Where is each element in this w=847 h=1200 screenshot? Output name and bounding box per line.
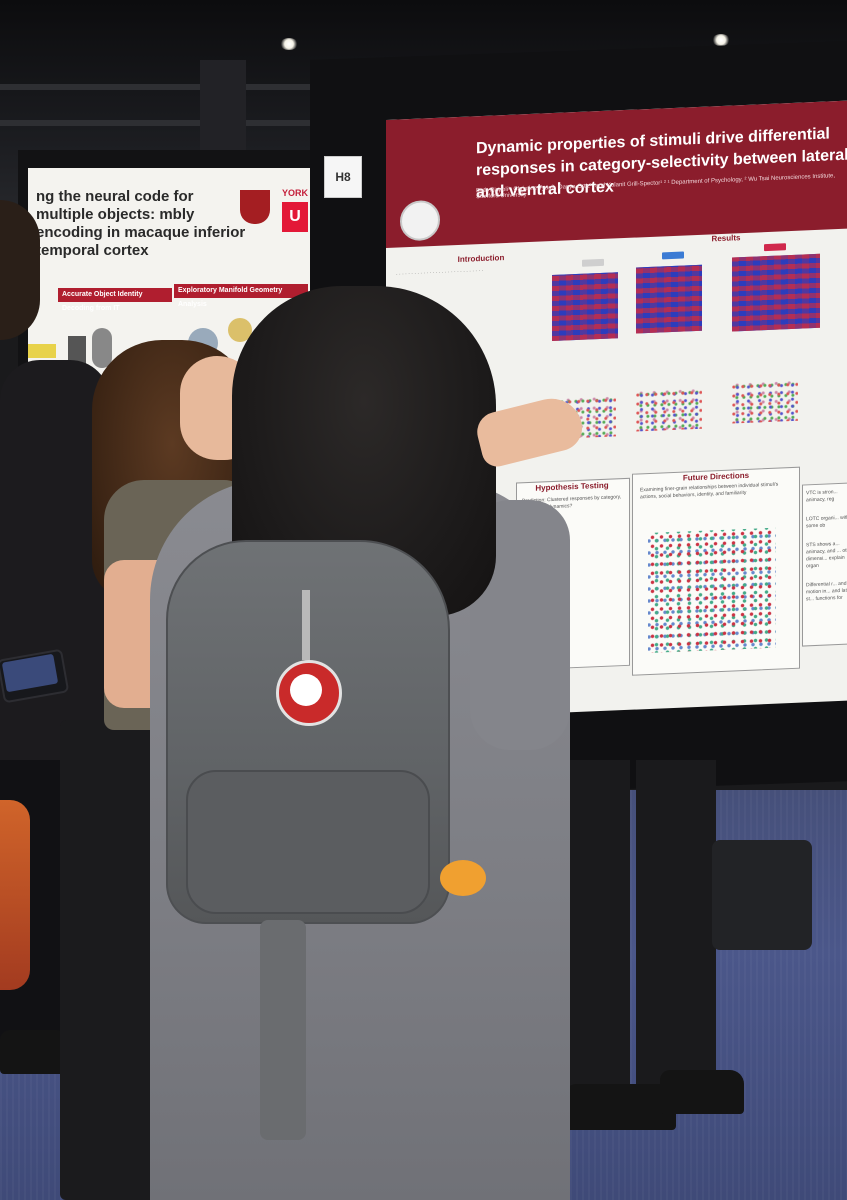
roi-tag-vtc — [662, 251, 684, 260]
similarity-matrix — [552, 272, 618, 342]
background-person-leg — [636, 760, 716, 1100]
york-logo-text: YORK — [282, 188, 309, 198]
handbag — [712, 840, 812, 950]
legend-swatch — [28, 344, 56, 358]
poster-left-section-2: Exploratory Manifold Geometry Analysis — [174, 284, 308, 308]
roi-tag — [582, 258, 604, 267]
red-jacket — [0, 800, 30, 990]
backpack-pocket — [186, 770, 430, 914]
conclusion-lotc: LOTC organi... with some ob — [806, 514, 847, 530]
ceiling-light — [280, 38, 298, 50]
background-person-leg — [560, 760, 630, 1100]
shoe — [0, 1030, 70, 1074]
similarity-matrix — [636, 264, 702, 334]
keychain-chain — [302, 590, 310, 660]
board-number: H8 — [324, 156, 362, 198]
poster-left-title: ng the neural code for multiple objects:… — [36, 188, 246, 259]
york-logo: U — [282, 202, 308, 232]
conclusion-sts: STS shows a... animacy, and ... other di… — [806, 540, 847, 570]
mds-scatter — [636, 388, 702, 432]
keychain-icon — [290, 674, 322, 706]
stimulus-image — [92, 328, 112, 368]
conclusion-differential: Differential r... and motion in... and l… — [806, 580, 847, 603]
harvard-shield-logo — [240, 190, 270, 224]
intro-text: · · · · · · · · · · · · · · · · · · · · … — [396, 267, 484, 278]
stimulus-image — [68, 336, 86, 366]
crochet-charm — [440, 860, 486, 896]
section-results: Results — [711, 233, 741, 244]
conclusion-vtc: VTC is stron... animacy, reg — [806, 489, 838, 504]
ceiling-light — [712, 34, 730, 46]
shoe — [660, 1070, 744, 1114]
future-scatter — [648, 527, 776, 654]
person-left-back — [0, 360, 110, 780]
roi-tag-lotc — [764, 243, 786, 252]
backpack-strap — [260, 920, 306, 1140]
person-left-hair — [0, 200, 40, 340]
keychain — [276, 660, 342, 726]
support-column — [200, 60, 246, 160]
mds-scatter — [732, 380, 798, 424]
poster-left-section-1: Accurate Object Identity Decoding from I… — [58, 288, 172, 312]
similarity-matrix — [732, 253, 820, 332]
shoe — [566, 1084, 676, 1130]
